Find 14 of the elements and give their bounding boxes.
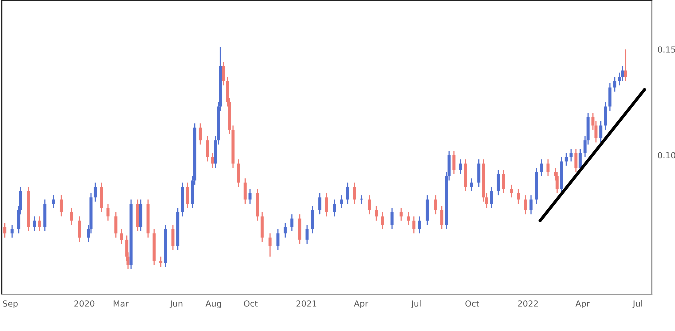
x-tick-label: Apr (354, 300, 369, 309)
x-tick-label: Jul (411, 300, 421, 308)
x-tick-label: Oct (466, 300, 480, 307)
x-tick-label: Apr (576, 300, 590, 309)
x-tick-label: Mar (114, 300, 129, 307)
y-tick-label: 0.15 (658, 46, 675, 53)
x-tick-label: Jul (632, 300, 642, 308)
x-tick-label: Jun (170, 300, 183, 308)
x-tick-label: Sep (3, 300, 18, 309)
x-tick-label: Aug (206, 300, 222, 309)
x-tick-label: Oct (244, 300, 258, 307)
x-tick-label: 2022 (518, 300, 538, 307)
x-tick-label: 2020 (74, 300, 95, 307)
x-tick-label: 2021 (296, 300, 317, 307)
